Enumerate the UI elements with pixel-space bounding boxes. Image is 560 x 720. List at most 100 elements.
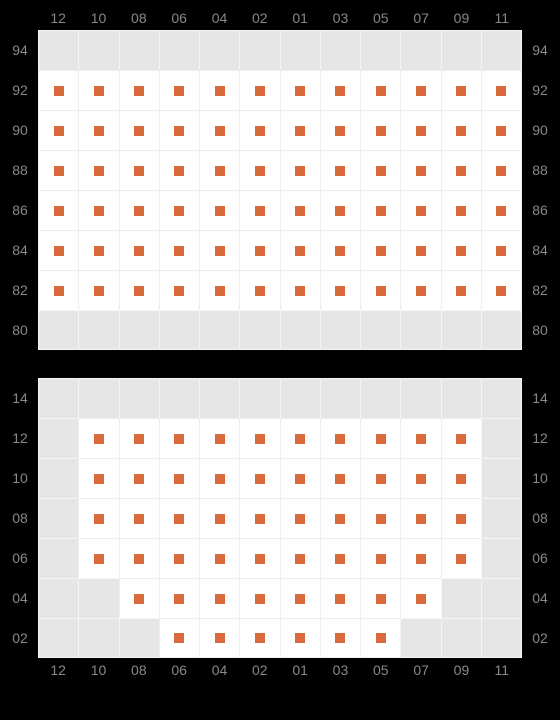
seat-cell[interactable] [280, 110, 320, 150]
seat-cell[interactable] [239, 190, 279, 230]
seat-cell[interactable] [159, 110, 199, 150]
seat-cell[interactable] [78, 190, 118, 230]
seat-cell[interactable] [159, 418, 199, 458]
seat-cell[interactable] [119, 110, 159, 150]
seat-cell[interactable] [38, 190, 78, 230]
seat-cell[interactable] [199, 70, 239, 110]
seat-cell[interactable] [239, 230, 279, 270]
seat-cell[interactable] [481, 150, 522, 190]
seat-cell[interactable] [360, 150, 400, 190]
seat-cell[interactable] [159, 618, 199, 658]
seat-cell[interactable] [360, 190, 400, 230]
seat-cell[interactable] [481, 110, 522, 150]
seat-cell[interactable] [320, 538, 360, 578]
seat-cell[interactable] [441, 270, 481, 310]
seat-cell[interactable] [360, 70, 400, 110]
seat-cell[interactable] [38, 230, 78, 270]
seat-cell[interactable] [78, 418, 118, 458]
seat-cell[interactable] [360, 230, 400, 270]
seat-cell[interactable] [119, 150, 159, 190]
seat-cell[interactable] [360, 498, 400, 538]
seat-cell[interactable] [400, 110, 440, 150]
seat-cell[interactable] [239, 70, 279, 110]
seat-cell[interactable] [320, 230, 360, 270]
seat-cell[interactable] [400, 458, 440, 498]
seat-cell[interactable] [239, 498, 279, 538]
seat-cell[interactable] [320, 458, 360, 498]
seat-cell[interactable] [119, 578, 159, 618]
seat-cell[interactable] [78, 498, 118, 538]
seat-cell[interactable] [199, 458, 239, 498]
seat-cell[interactable] [320, 418, 360, 458]
seat-cell[interactable] [119, 190, 159, 230]
seat-cell[interactable] [320, 498, 360, 538]
seat-cell[interactable] [239, 150, 279, 190]
seat-cell[interactable] [441, 418, 481, 458]
seat-cell[interactable] [159, 270, 199, 310]
seat-cell[interactable] [119, 70, 159, 110]
seat-cell[interactable] [320, 270, 360, 310]
seat-cell[interactable] [280, 458, 320, 498]
seat-cell[interactable] [280, 70, 320, 110]
seat-cell[interactable] [78, 110, 118, 150]
seat-cell[interactable] [78, 538, 118, 578]
seat-cell[interactable] [320, 578, 360, 618]
seat-cell[interactable] [400, 538, 440, 578]
seat-cell[interactable] [360, 578, 400, 618]
seat-cell[interactable] [360, 618, 400, 658]
seat-cell[interactable] [441, 70, 481, 110]
seat-cell[interactable] [199, 498, 239, 538]
seat-cell[interactable] [320, 110, 360, 150]
seat-cell[interactable] [78, 150, 118, 190]
seat-cell[interactable] [400, 418, 440, 458]
seat-cell[interactable] [320, 150, 360, 190]
seat-cell[interactable] [199, 578, 239, 618]
seat-cell[interactable] [78, 70, 118, 110]
seat-cell[interactable] [38, 70, 78, 110]
seat-cell[interactable] [159, 458, 199, 498]
seat-cell[interactable] [159, 498, 199, 538]
seat-cell[interactable] [280, 230, 320, 270]
seat-cell[interactable] [199, 190, 239, 230]
seat-cell[interactable] [239, 538, 279, 578]
seat-cell[interactable] [239, 110, 279, 150]
seat-cell[interactable] [481, 270, 522, 310]
seat-cell[interactable] [481, 70, 522, 110]
seat-cell[interactable] [360, 270, 400, 310]
seat-cell[interactable] [239, 418, 279, 458]
seat-cell[interactable] [441, 190, 481, 230]
seat-cell[interactable] [360, 538, 400, 578]
seat-cell[interactable] [280, 498, 320, 538]
seat-cell[interactable] [400, 190, 440, 230]
seat-cell[interactable] [320, 70, 360, 110]
seat-cell[interactable] [159, 150, 199, 190]
seat-cell[interactable] [320, 190, 360, 230]
seat-cell[interactable] [441, 498, 481, 538]
seat-cell[interactable] [199, 150, 239, 190]
seat-cell[interactable] [280, 150, 320, 190]
seat-cell[interactable] [159, 190, 199, 230]
seat-cell[interactable] [400, 578, 440, 618]
seat-cell[interactable] [481, 230, 522, 270]
seat-cell[interactable] [400, 150, 440, 190]
seat-cell[interactable] [199, 110, 239, 150]
seat-cell[interactable] [199, 618, 239, 658]
seat-cell[interactable] [159, 70, 199, 110]
seat-cell[interactable] [119, 458, 159, 498]
seat-cell[interactable] [119, 538, 159, 578]
seat-cell[interactable] [320, 618, 360, 658]
seat-cell[interactable] [159, 230, 199, 270]
seat-cell[interactable] [239, 618, 279, 658]
seat-cell[interactable] [199, 538, 239, 578]
seat-cell[interactable] [441, 150, 481, 190]
seat-cell[interactable] [199, 270, 239, 310]
seat-cell[interactable] [400, 270, 440, 310]
seat-cell[interactable] [400, 70, 440, 110]
seat-cell[interactable] [78, 270, 118, 310]
seat-cell[interactable] [481, 190, 522, 230]
seat-cell[interactable] [441, 230, 481, 270]
seat-cell[interactable] [119, 418, 159, 458]
seat-cell[interactable] [239, 458, 279, 498]
seat-cell[interactable] [400, 230, 440, 270]
seat-cell[interactable] [239, 270, 279, 310]
